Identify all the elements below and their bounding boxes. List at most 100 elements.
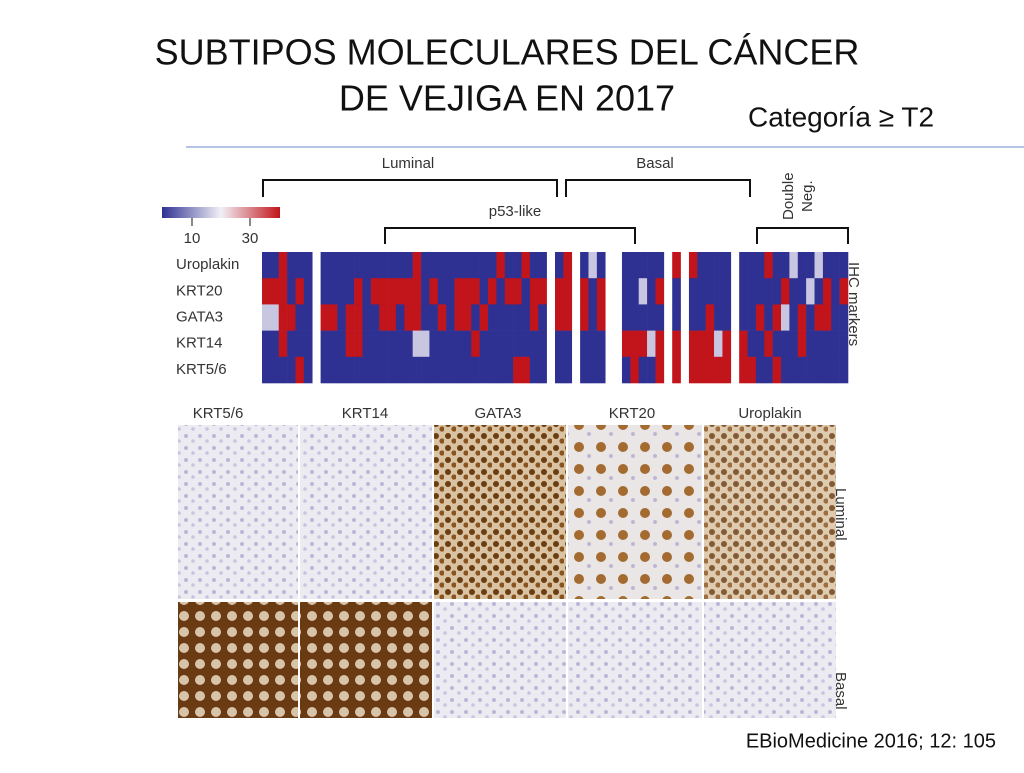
heatmap-cell (362, 278, 372, 305)
heatmap-cell (496, 330, 506, 358)
marker-label: KRT14 (176, 335, 222, 352)
heatmap-cell (580, 304, 589, 331)
heatmap-cell (412, 330, 422, 358)
heatmap-cell (630, 278, 640, 305)
heatmap-cell (479, 356, 489, 384)
heatmap-cell (454, 252, 464, 279)
heatmap-cell (337, 304, 347, 331)
heatmap-cell (621, 304, 631, 331)
heatmap-cell (630, 304, 640, 331)
heatmap-cell (655, 304, 665, 331)
heatmap-cell (454, 278, 464, 305)
heatmap-cell (337, 252, 347, 279)
heatmap-cell (755, 252, 765, 279)
heatmap-cell (797, 330, 807, 358)
ihc-image (434, 425, 566, 599)
heatmap-cell (705, 356, 715, 384)
heatmap-cell (404, 304, 413, 331)
heatmap-cell (588, 278, 598, 305)
heatmap-cell (772, 278, 782, 305)
heatmap-cell (412, 278, 422, 305)
heatmap-cell (462, 356, 472, 384)
heatmap-cell (739, 356, 748, 384)
heatmap-cell (705, 304, 715, 331)
heatmap-cell (488, 278, 497, 305)
heatmap-cell (764, 304, 773, 331)
heatmap-cell (354, 278, 363, 305)
heatmap-cell (446, 278, 455, 305)
heatmap-cell (379, 278, 388, 305)
color-scale (162, 207, 280, 218)
marker-label: KRT5/6 (176, 361, 227, 378)
heatmap-cell (538, 252, 547, 279)
heatmap-cell (596, 356, 606, 384)
heatmap-cell (513, 278, 522, 305)
heatmap-cell (278, 278, 288, 305)
heatmap-cell (621, 252, 631, 279)
heatmap-cell (395, 278, 405, 305)
heatmap-cell (287, 304, 296, 331)
heatmap-cell (421, 252, 430, 279)
heatmap-cell (688, 356, 698, 384)
heatmap-cell (638, 304, 648, 331)
heatmap-cell (437, 304, 447, 331)
heatmap-cell (789, 304, 799, 331)
heatmap-cell (739, 304, 748, 331)
heatmap-cell (822, 278, 832, 305)
heatmap-cell (722, 356, 732, 384)
heatmap-cell (772, 330, 782, 358)
heatmap-cell (496, 356, 506, 384)
heatmap-cell (412, 356, 422, 384)
ihc-image (568, 425, 702, 599)
heatmap-cell (262, 304, 271, 331)
heatmap-cell (287, 278, 296, 305)
heatmap-cell (362, 356, 372, 384)
heatmap-cell (404, 356, 413, 384)
heatmap-cell (387, 304, 397, 331)
ihc-image (178, 425, 298, 599)
heatmap-cell (839, 304, 849, 331)
title-line: DE VEJIGA EN 2017 (339, 78, 675, 119)
heatmap-cell (496, 278, 506, 305)
heatmap-cell (262, 252, 271, 279)
heatmap-cell (379, 356, 388, 384)
heatmap-cell (596, 304, 606, 331)
heatmap-cell (839, 252, 849, 279)
heatmap-cell (588, 252, 598, 279)
heatmap-cell (764, 356, 773, 384)
heatmap-cell (781, 330, 790, 358)
heatmap-cell (538, 304, 547, 331)
heatmap-cell (555, 278, 564, 305)
heatmap-cell (387, 278, 397, 305)
heatmap-cell (538, 278, 547, 305)
heatmap-cell (278, 330, 288, 358)
heatmap-cell (555, 330, 564, 358)
ihc-image (300, 602, 432, 718)
heatmap-cell (521, 356, 531, 384)
scale-label: 10 (184, 230, 201, 247)
heatmap-cell (320, 330, 330, 358)
heatmap-cell (379, 304, 388, 331)
heatmap-cell (781, 356, 790, 384)
heatmap-cell (479, 330, 489, 358)
ihc-column-label: KRT20 (609, 405, 655, 422)
heatmap-cell (354, 356, 363, 384)
heatmap-cell (580, 356, 589, 384)
heatmap-cell (446, 304, 455, 331)
heatmap-cell (722, 278, 732, 305)
heatmap-cell (454, 330, 464, 358)
heatmap-cell (270, 356, 280, 384)
heatmap-cell (630, 356, 640, 384)
heatmap-cell (295, 356, 305, 384)
heatmap-cell (379, 252, 388, 279)
heatmap-cell (337, 330, 347, 358)
heatmap-cell (337, 356, 347, 384)
heatmap-cell (488, 304, 497, 331)
heatmap-cell (287, 252, 296, 279)
heatmap-cell (747, 330, 757, 358)
heatmap-cell (395, 356, 405, 384)
heatmap-cell (504, 330, 514, 358)
heatmap-cell (320, 356, 330, 384)
heatmap-cell (504, 252, 514, 279)
heatmap-cell (538, 356, 547, 384)
